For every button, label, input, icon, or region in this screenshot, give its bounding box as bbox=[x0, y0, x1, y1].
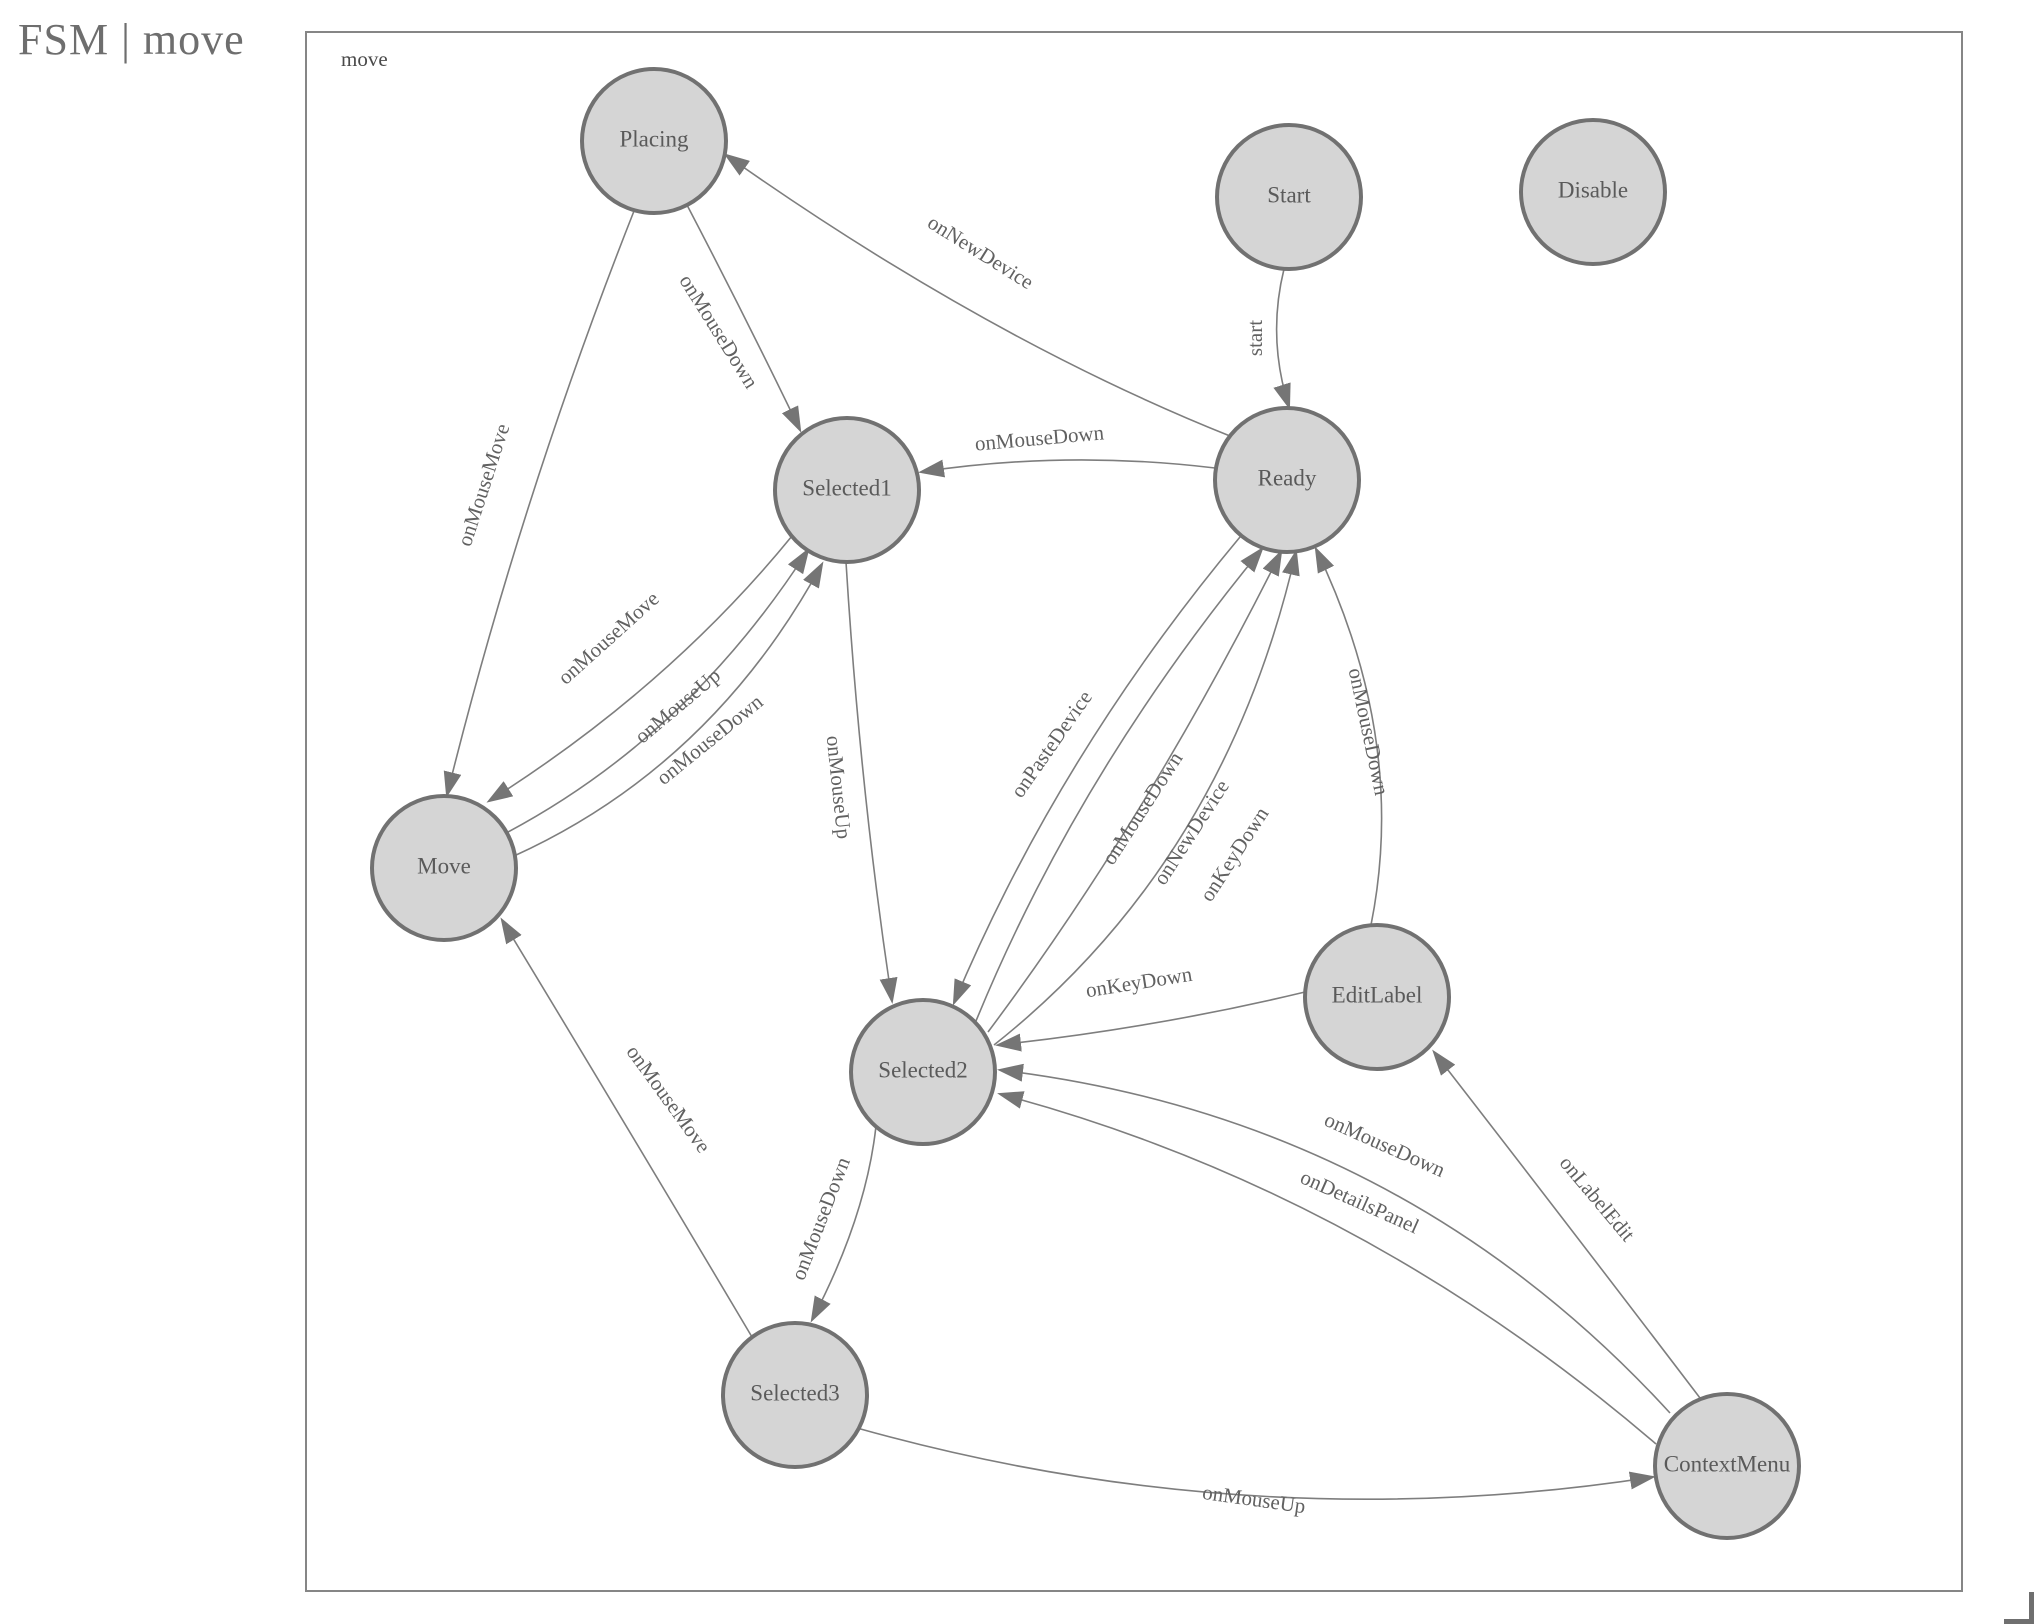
transition-label-2: onNewDevice bbox=[923, 210, 1038, 294]
transition-edge-selected2-ready-11[interactable] bbox=[987, 549, 1283, 1033]
state-circle-placing[interactable] bbox=[580, 67, 728, 215]
state-circle-contextmenu[interactable] bbox=[1653, 1392, 1801, 1540]
state-node-start[interactable]: Start bbox=[1215, 123, 1363, 271]
state-circle-editlabel[interactable] bbox=[1303, 923, 1451, 1071]
state-node-selected3[interactable]: Selected3 bbox=[721, 1321, 869, 1469]
transition-label-8: onMouseUp bbox=[822, 734, 857, 840]
transition-edge-selected1-move-5[interactable] bbox=[486, 535, 793, 803]
state-circle-selected2[interactable] bbox=[849, 998, 997, 1146]
state-node-move[interactable]: Move bbox=[370, 794, 518, 942]
state-circle-start[interactable] bbox=[1215, 123, 1363, 271]
transition-label-15: onMouseDown bbox=[786, 1153, 855, 1283]
transition-label-3: start bbox=[1243, 320, 1267, 356]
state-label-editlabel: EditLabel bbox=[1332, 982, 1423, 1007]
state-circle-ready[interactable] bbox=[1213, 406, 1361, 554]
transition-label-18: onMouseDown bbox=[1321, 1107, 1450, 1182]
transition-label-1: onMouseMove bbox=[452, 421, 514, 549]
state-label-ready: Ready bbox=[1258, 465, 1317, 490]
state-nodes-layer: Placing Start Disable Ready Selected1 Move Sel… bbox=[370, 67, 1801, 1540]
transition-label-4: onMouseDown bbox=[974, 420, 1106, 455]
state-label-start: Start bbox=[1267, 182, 1311, 207]
state-label-move: Move bbox=[417, 853, 471, 878]
transition-label-14: onKeyDown bbox=[1084, 962, 1194, 1003]
transition-edge-selected1-selected2-8[interactable] bbox=[845, 561, 898, 1004]
transition-edge-ready-selected2-9[interactable] bbox=[952, 536, 1241, 1006]
state-label-disable: Disable bbox=[1558, 177, 1628, 202]
state-label-selected3: Selected3 bbox=[750, 1380, 839, 1405]
state-node-ready[interactable]: Ready bbox=[1213, 406, 1361, 554]
state-circle-disable[interactable] bbox=[1519, 118, 1667, 266]
transition-edge-contextmenu-selected2-18[interactable] bbox=[997, 1063, 1671, 1414]
transition-label-5: onMouseMove bbox=[553, 586, 664, 689]
page-title: FSM | move bbox=[18, 15, 245, 64]
transition-edge-selected2-ready-10[interactable] bbox=[975, 546, 1264, 1022]
transition-edges-layer bbox=[443, 153, 1701, 1500]
state-circle-selected3[interactable] bbox=[721, 1321, 869, 1469]
state-node-placing[interactable]: Placing bbox=[580, 67, 728, 215]
state-label-selected2: Selected2 bbox=[878, 1057, 967, 1082]
page-corner-bracket-horizontal bbox=[2004, 1619, 2034, 1624]
state-label-contextmenu: ContextMenu bbox=[1664, 1451, 1791, 1476]
page-corner-bracket-vertical bbox=[2029, 1592, 2034, 1624]
transition-label-16: onMouseMove bbox=[622, 1040, 716, 1157]
transition-edge-selected2-selected3-15[interactable] bbox=[810, 1125, 877, 1323]
transition-edge-ready-placing-2[interactable] bbox=[723, 153, 1231, 437]
transition-label-0: onMouseDown bbox=[674, 270, 763, 393]
transition-edge-placing-selected1-0[interactable] bbox=[686, 204, 802, 433]
edge-labels-layer: onMouseDown onMouseMove onNewDevice start on… bbox=[452, 210, 1640, 1518]
diagram-canvas-frame: move bbox=[305, 31, 1963, 1592]
state-label-placing: Placing bbox=[620, 126, 689, 151]
state-node-selected1[interactable]: Selected1 bbox=[773, 416, 921, 564]
state-node-disable[interactable]: Disable bbox=[1519, 118, 1667, 266]
state-node-contextmenu[interactable]: ContextMenu bbox=[1653, 1392, 1801, 1540]
state-node-selected2[interactable]: Selected2 bbox=[849, 998, 997, 1146]
transition-edge-placing-move-1[interactable] bbox=[443, 210, 635, 798]
transition-edge-move-selected1-7[interactable] bbox=[513, 561, 824, 857]
transition-edge-start-ready-3[interactable] bbox=[1273, 268, 1291, 410]
transition-edge-move-selected1-6[interactable] bbox=[507, 547, 810, 833]
state-circle-selected1[interactable] bbox=[773, 416, 921, 564]
transition-edge-contextmenu-selected2-19[interactable] bbox=[997, 1091, 1657, 1445]
transition-edge-selected2-ready-12[interactable] bbox=[993, 549, 1300, 1046]
canvas-mode-label: move bbox=[341, 47, 388, 71]
transition-label-20: onLabelEdit bbox=[1555, 1151, 1640, 1246]
transition-edge-ready-selected1-4[interactable] bbox=[918, 459, 1216, 478]
transition-edge-editlabel-selected2-14[interactable] bbox=[995, 991, 1306, 1052]
transition-label-9: onPasteDevice bbox=[1006, 686, 1097, 802]
transition-label-13: onMouseDown bbox=[1344, 666, 1395, 798]
state-node-editlabel[interactable]: EditLabel bbox=[1303, 923, 1451, 1071]
transition-edge-contextmenu-editlabel-20[interactable] bbox=[1432, 1049, 1701, 1399]
transition-label-17: onMouseUp bbox=[1201, 1480, 1307, 1518]
transition-edge-selected3-move-16[interactable] bbox=[500, 917, 753, 1338]
state-label-selected1: Selected1 bbox=[802, 475, 891, 500]
transition-edge-editlabel-ready-13[interactable] bbox=[1314, 546, 1383, 926]
state-circle-move[interactable] bbox=[370, 794, 518, 942]
transition-edge-selected3-contextmenu-17[interactable] bbox=[856, 1427, 1656, 1500]
